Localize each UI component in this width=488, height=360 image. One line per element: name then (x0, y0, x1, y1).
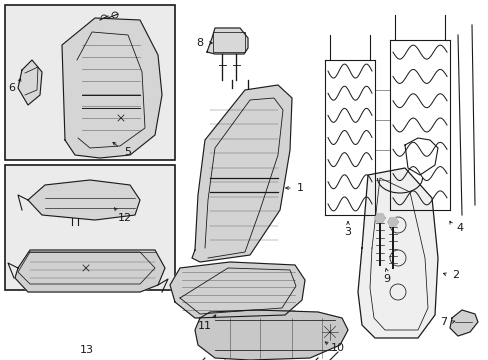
Polygon shape (387, 218, 397, 226)
Polygon shape (449, 310, 477, 336)
Polygon shape (62, 18, 162, 158)
Text: 6: 6 (8, 83, 16, 93)
Polygon shape (15, 250, 164, 292)
Text: 5: 5 (124, 147, 131, 157)
Text: 13: 13 (80, 345, 94, 355)
Text: 7: 7 (440, 317, 447, 327)
Bar (5, 5, 175, 160)
Polygon shape (18, 60, 42, 105)
Text: 3: 3 (344, 227, 351, 237)
Polygon shape (28, 180, 140, 220)
Polygon shape (195, 310, 347, 360)
Polygon shape (192, 85, 291, 262)
Bar (5, 165, 175, 290)
Text: 2: 2 (451, 270, 459, 280)
Text: 9: 9 (383, 274, 390, 284)
Text: 1: 1 (296, 183, 303, 193)
Polygon shape (206, 28, 247, 54)
Text: 8: 8 (196, 38, 203, 48)
Polygon shape (170, 262, 305, 318)
Polygon shape (374, 214, 384, 222)
Text: 4: 4 (455, 223, 463, 233)
Text: 12: 12 (118, 213, 132, 223)
Text: 11: 11 (198, 321, 212, 331)
Polygon shape (357, 168, 437, 338)
Text: 10: 10 (330, 343, 345, 353)
